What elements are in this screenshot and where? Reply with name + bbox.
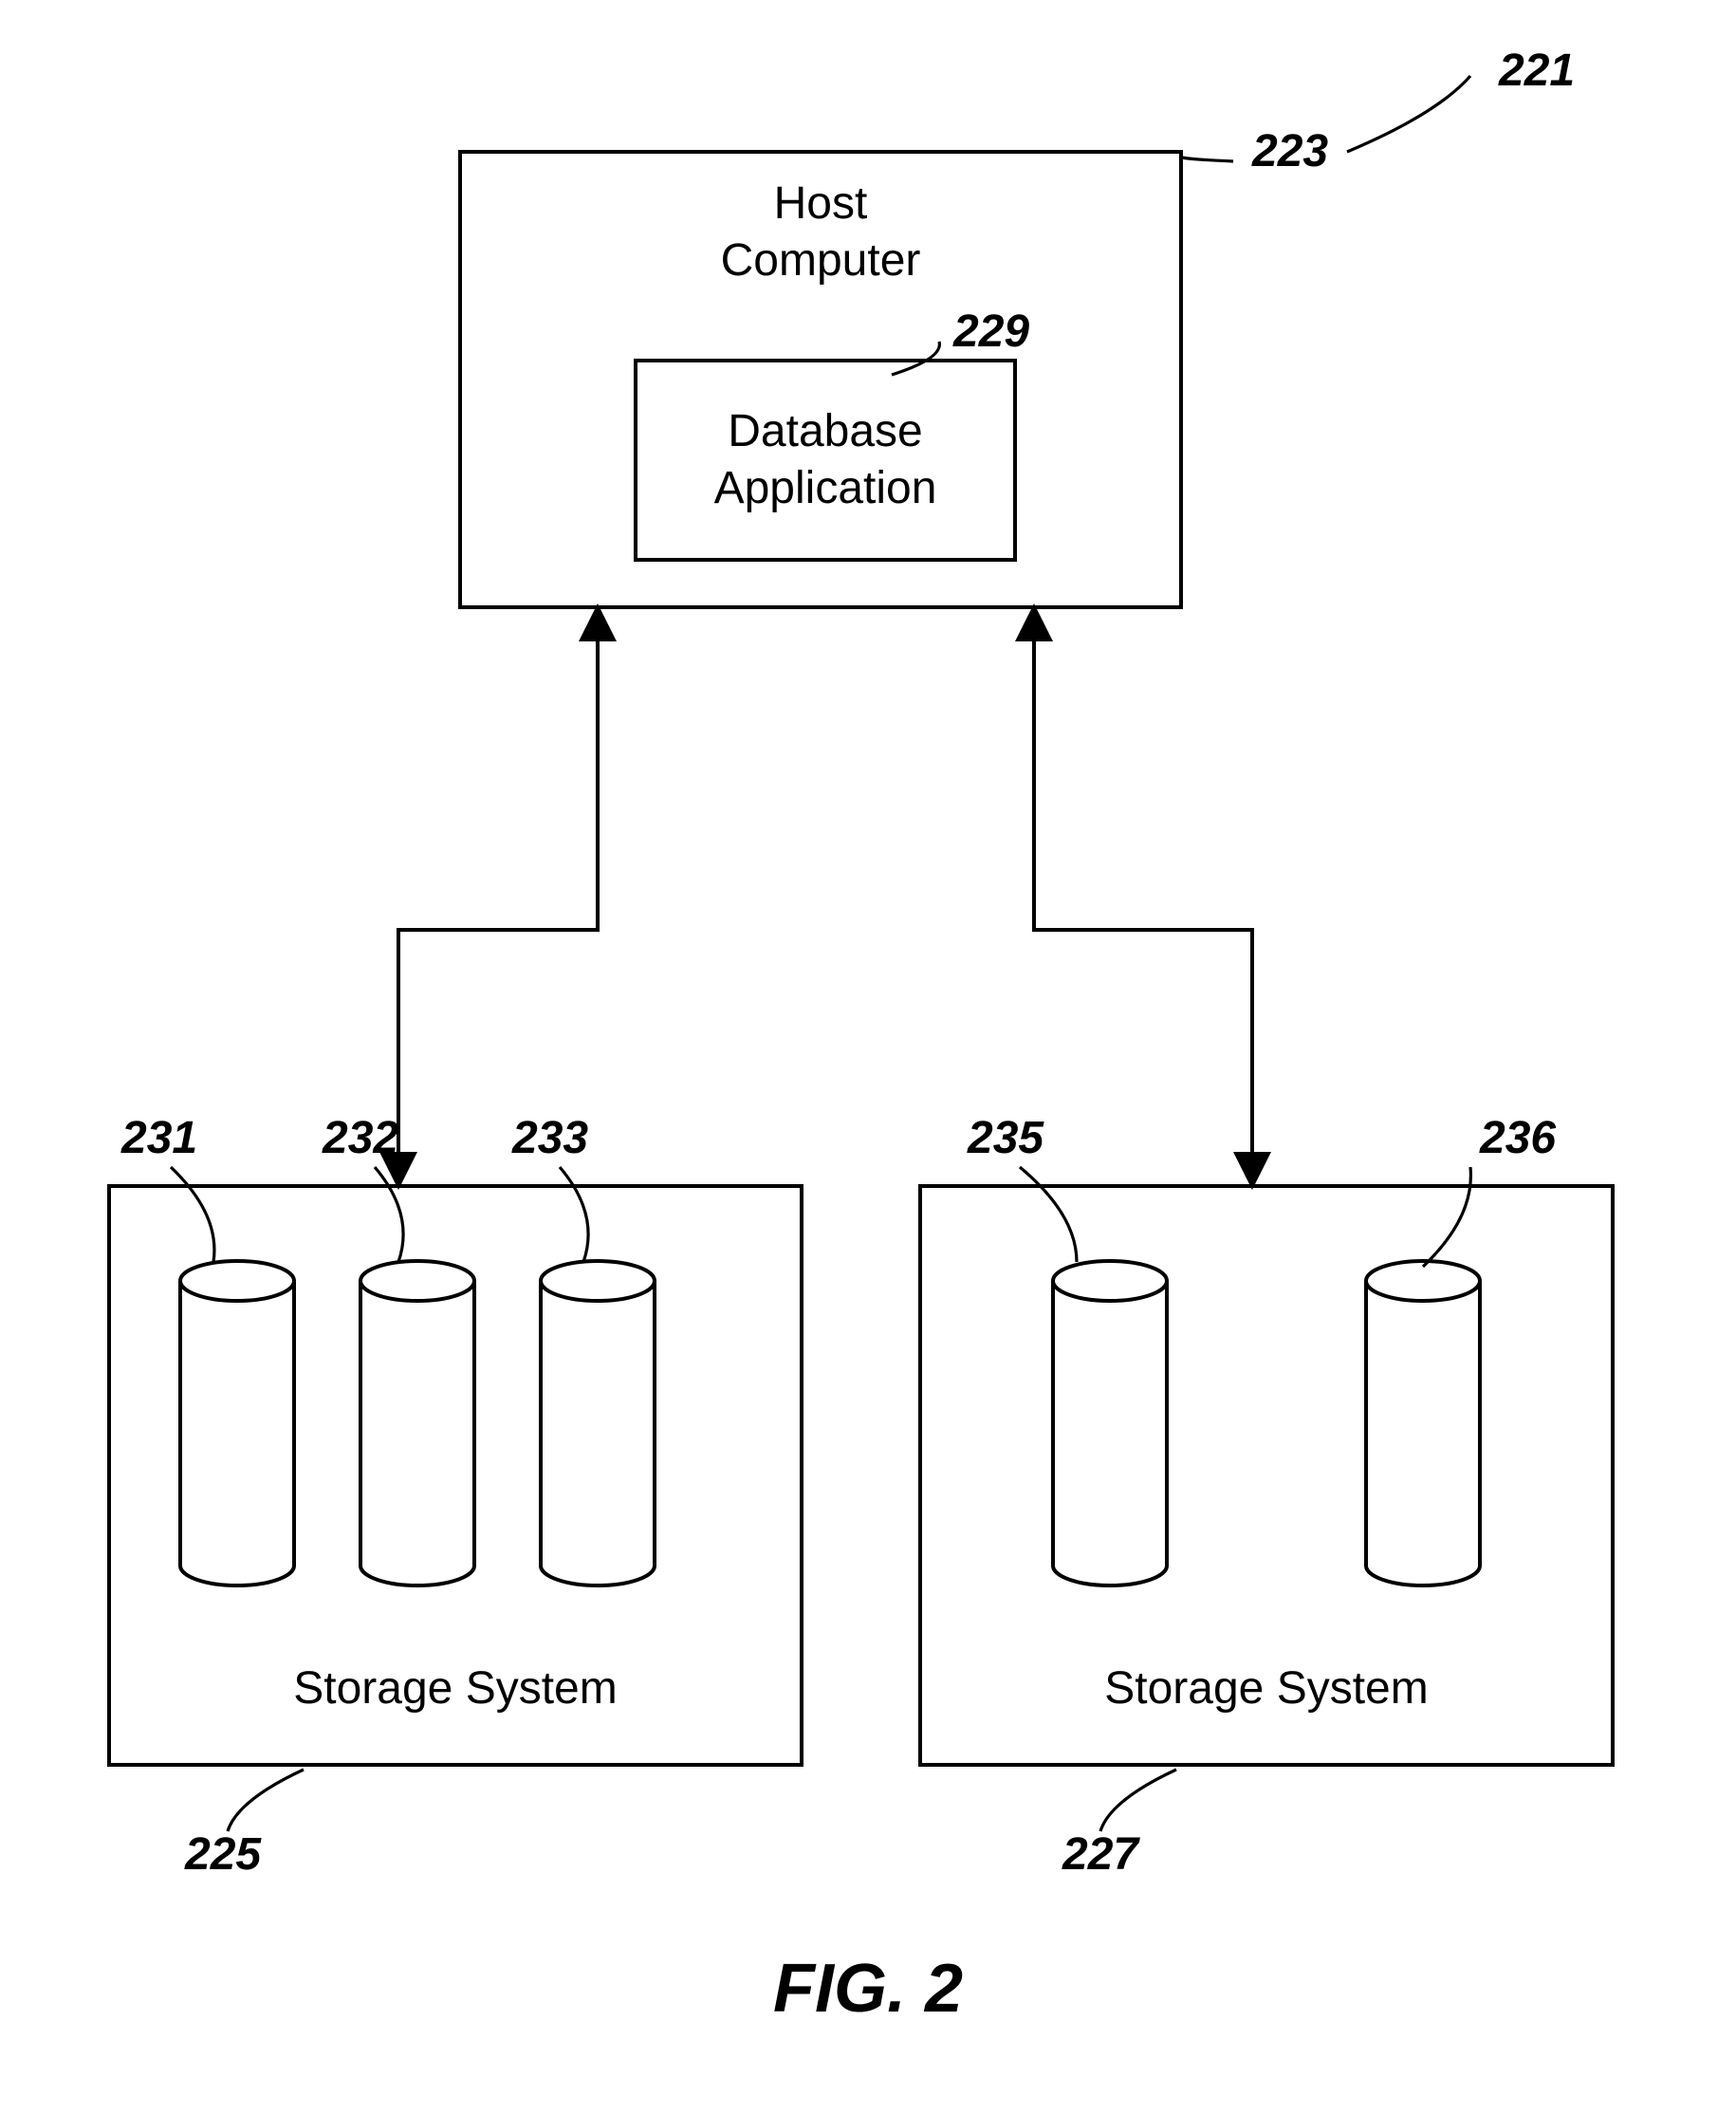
database-application-box [636,361,1015,560]
ref-label-cyl1: 231 [120,1113,197,1163]
storage-right-label: Storage System [1104,1663,1428,1714]
ref-label-cyl4: 235 [967,1113,1044,1163]
ref-label-storage_left: 225 [184,1829,262,1880]
ref-dbapp: 229 [892,306,1029,375]
storage-left-cylinder-3 [541,1261,655,1586]
ref-label-cyl3: 233 [511,1113,588,1163]
ref-label-storage_right: 227 [1062,1829,1140,1880]
ref-label-system: 221 [1498,46,1575,96]
reference-leaders: 221 223 229 225 227 231 232 233 235 236 [120,46,1575,1880]
ref-label-dbapp: 229 [952,306,1029,357]
host-title-line1: Host [774,178,868,229]
ref-system: 221 [1347,46,1575,152]
system-diagram: Host Computer Database Application Stora… [0,0,1736,2114]
ref-storage_right: 227 [1062,1770,1176,1880]
storage-left-cylinder-2 [360,1261,474,1586]
ref-label-cyl2: 232 [322,1113,398,1163]
storage-right-cylinder-1 [1053,1261,1167,1586]
ref-label-host: 223 [1251,126,1328,176]
storage-left-cylinder-1 [180,1261,294,1586]
figure-caption: FIG. 2 [773,1951,963,2027]
ref-host: 223 [1181,126,1328,176]
ref-label-cyl5: 236 [1479,1113,1556,1163]
storage-right-cylinder-2 [1366,1261,1480,1586]
storage-left-label: Storage System [293,1663,617,1714]
ref-storage_left: 225 [184,1770,304,1880]
host-to-storage-right-arrow [1034,619,1252,1175]
ref-cyl5: 236 [1423,1113,1556,1267]
host-to-storage-left-arrow [398,619,598,1175]
cylinders-group [180,1261,1480,1586]
host-title-line2: Computer [721,235,921,286]
dbapp-line2: Application [714,463,937,513]
dbapp-line1: Database [728,406,922,456]
